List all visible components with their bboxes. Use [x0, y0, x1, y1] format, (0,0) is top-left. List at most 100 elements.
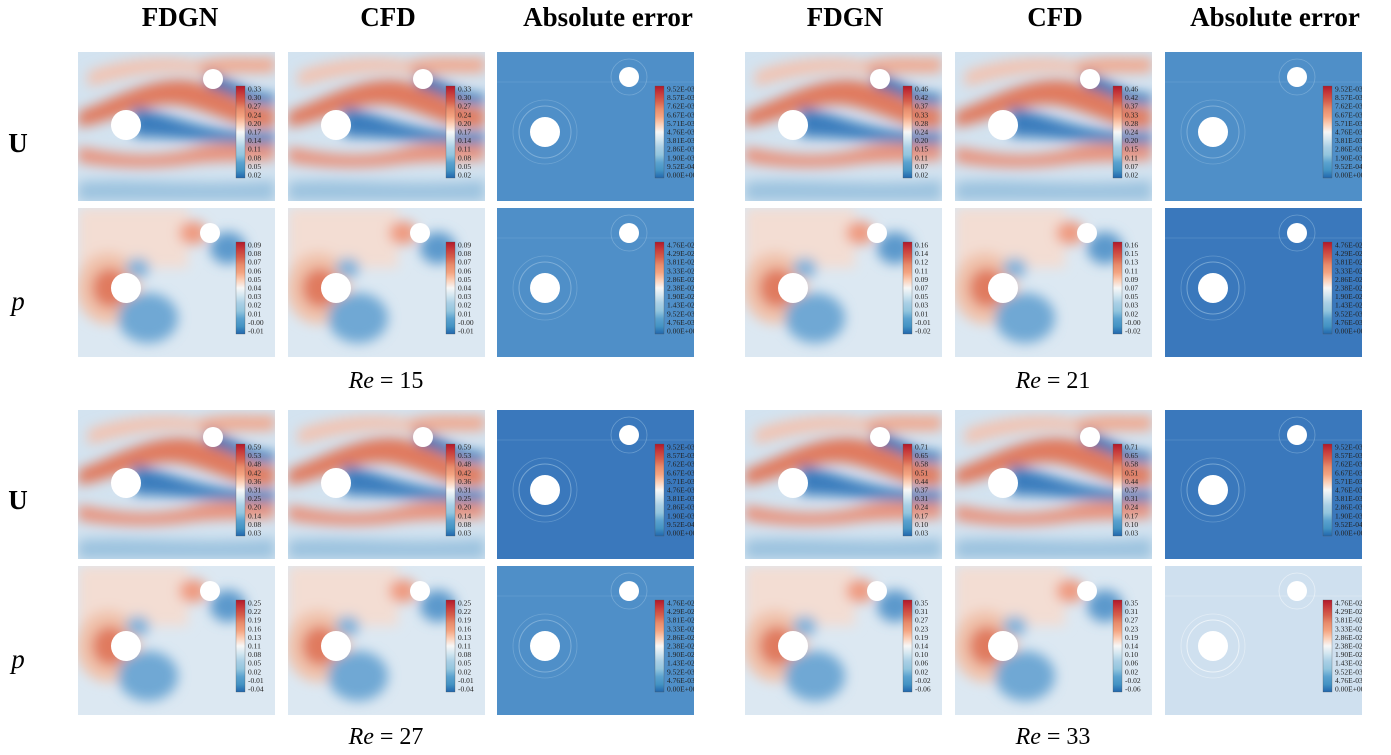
colorbar-tick-label: 0.19 — [1125, 633, 1138, 642]
colorbar-tick-label: 0.03 — [248, 292, 261, 301]
colorbar-re33-u-error: 9.52E-038.57E-037.62E-036.67E-035.71E-03… — [1322, 443, 1362, 538]
colorbar-tick-label: 0.10 — [1125, 650, 1138, 659]
colorbar-re21-u-cfd: 0.460.420.370.330.280.240.200.150.110.07… — [1112, 85, 1138, 180]
colorbar-tick-label: 0.20 — [458, 503, 471, 512]
column-header-error-left: Absolute error — [523, 2, 693, 32]
colorbar-tick-label: 0.31 — [1125, 607, 1138, 616]
colorbar-tick-label: 4.76E-03 — [667, 676, 694, 685]
colorbar-tick-label: 0.08 — [248, 520, 261, 529]
colorbar-tick-label: 0.07 — [458, 258, 471, 267]
colorbar-tick-label: 0.02 — [458, 171, 471, 180]
colorbar-tick-label: 0.08 — [248, 249, 261, 258]
colorbar-tick-label: 0.02 — [458, 301, 471, 310]
colorbar-tick-label: 1.90E-02 — [1335, 292, 1362, 301]
colorbar-re15-u-cfd: 0.330.300.270.240.200.170.140.110.080.05… — [445, 85, 471, 180]
colorbar-tick-label: 0.65 — [915, 451, 928, 460]
colorbar-tick-label: 0.08 — [458, 520, 471, 529]
colorbar-tick-label: 0.04 — [458, 284, 471, 293]
colorbar-tick-label: 0.25 — [248, 599, 261, 608]
colorbar-re21-u-fdgn: 0.460.420.370.330.280.240.200.150.110.07… — [902, 85, 928, 180]
colorbar-tick-label: 0.22 — [458, 607, 471, 616]
colorbar-tick-label: 0.14 — [248, 511, 261, 520]
colorbar-tick-label: 0.15 — [1125, 249, 1138, 258]
colorbar-tick-label: 0.03 — [248, 529, 261, 538]
colorbar-re33-p-error: 4.76E-024.29E-023.81E-023.33E-022.86E-02… — [1322, 599, 1362, 694]
colorbar-tick-label: 0.08 — [458, 249, 471, 258]
colorbar-tick-label: 3.81E-03 — [667, 136, 694, 145]
colorbar-tick-label: 0.42 — [915, 93, 928, 102]
colorbar-tick-label: 0.44 — [1125, 477, 1138, 486]
colorbar-tick-label: -0.06 — [915, 685, 931, 694]
re-label-21: Re = 21 — [1015, 368, 1091, 394]
colorbar-tick-label: 0.10 — [915, 520, 928, 529]
colorbar-tick-label: 0.05 — [248, 275, 261, 284]
colorbar-tick-label: 0.20 — [248, 119, 261, 128]
colorbar-tick-label: 4.76E-02 — [667, 241, 694, 250]
colorbar-re21-p-error: 4.76E-024.29E-023.81E-023.33E-022.86E-02… — [1322, 241, 1362, 336]
colorbar-tick-label: 0.25 — [248, 494, 261, 503]
colorbar-tick-label: 0.11 — [915, 266, 928, 275]
colorbar-tick-label: 0.05 — [458, 162, 471, 171]
contour-panel-re21-p-fdgn: 0.16 0.14 0.12 0.11 0.09 0.07 0.05 0.03 0.01 -0.0… — [745, 208, 942, 357]
colorbar-tick-label: 0.06 — [458, 266, 471, 275]
column-header-fdgn-right: FDGN — [806, 2, 884, 32]
contour-panel-re33-u-fdgn: 0.71 0.65 0.58 0.51 0.44 0.37 0.31 0.24 0.17 0.10… — [745, 410, 942, 559]
colorbar-tick-label: 0.13 — [248, 633, 261, 642]
colorbar-tick-label: 0.10 — [1125, 520, 1138, 529]
colorbar-tick-label: 0.08 — [458, 650, 471, 659]
colorbar-tick-label: 0.02 — [248, 301, 261, 310]
colorbar-tick-label: 0.05 — [458, 659, 471, 668]
colorbar-tick-label: 0.24 — [1125, 128, 1138, 137]
colorbar-tick-label: 1.90E-03 — [667, 511, 694, 520]
colorbar-tick-label: 5.71E-03 — [667, 119, 694, 128]
colorbar-tick-label: 0.33 — [458, 85, 471, 94]
colorbar-tick-label: 0.07 — [248, 258, 261, 267]
colorbar-tick-label: 0.27 — [1125, 616, 1138, 625]
colorbar-tick-label: 3.33E-02 — [1335, 266, 1362, 275]
colorbar-tick-label: 0.71 — [1125, 443, 1138, 452]
contour-panel-re33-u-cfd: 0.71 0.65 0.58 0.51 0.44 0.37 0.31 0.24 0.17 0.10… — [955, 410, 1152, 559]
colorbar-tick-label: -0.02 — [1125, 327, 1141, 336]
colorbar-tick-label: 0.31 — [248, 486, 261, 495]
colorbar-tick-label: 0.31 — [1125, 494, 1138, 503]
colorbar-tick-label: 0.06 — [915, 659, 928, 668]
row-label-u-top: U — [8, 128, 28, 158]
colorbar-tick-label: 2.86E-02 — [667, 633, 694, 642]
colorbar-tick-label: 2.86E-03 — [1335, 145, 1362, 154]
colorbar-tick-label: 0.09 — [1125, 275, 1138, 284]
colorbar-tick-label: -0.02 — [915, 676, 931, 685]
colorbar-tick-label: 2.38E-02 — [1335, 284, 1362, 293]
contour-panel-re33-p-error: 4.76E-02 4.29E-02 3.81E-02 3.33E-02 2.86E-02… — [1165, 566, 1362, 715]
colorbar-tick-label: 0.11 — [248, 642, 261, 651]
colorbar-tick-label: 0.14 — [458, 511, 471, 520]
colorbar-re15-p-fdgn: 0.090.080.070.060.050.040.030.020.01-0.0… — [235, 241, 264, 336]
colorbar-tick-label: 4.76E-03 — [667, 318, 694, 327]
colorbar-tick-label: 0.44 — [915, 477, 928, 486]
colorbar-tick-label: 4.76E-03 — [1335, 676, 1362, 685]
colorbar-tick-label: 7.62E-03 — [1335, 460, 1362, 469]
colorbar-tick-label: 0.24 — [915, 503, 928, 512]
colorbar-tick-label: 0.11 — [458, 145, 471, 154]
contour-panel-re21-p-cfd: 0.16 0.15 0.13 0.11 0.09 0.07 0.05 0.03 0.02 -0.0… — [955, 208, 1152, 357]
column-header-cfd-right: CFD — [1027, 2, 1083, 32]
contour-panel-re27-u-fdgn: 0.59 0.53 0.48 0.42 0.36 0.31 0.25 0.20 0.14 0.08… — [78, 410, 275, 559]
contour-panel-re15-p-cfd: 0.09 0.08 0.07 0.06 0.05 0.04 0.03 0.02 0.01 -0.0… — [288, 208, 485, 357]
colorbar-tick-label: 0.03 — [1125, 529, 1138, 538]
colorbar-tick-label: 6.67E-03 — [1335, 468, 1362, 477]
colorbar-tick-label: 7.62E-03 — [667, 102, 694, 111]
colorbar-re27-p-error: 4.76E-024.29E-023.81E-023.33E-022.86E-02… — [654, 599, 694, 694]
colorbar-tick-label: 0.14 — [458, 136, 471, 145]
colorbar-tick-label: -0.00 — [458, 318, 474, 327]
contour-panel-re15-u-fdgn: 0.33 0.30 0.27 0.24 0.20 0.17 0.14 0.11 0.08 0.05… — [78, 52, 275, 201]
colorbar-tick-label: 5.71E-03 — [1335, 119, 1362, 128]
colorbar-tick-label: 0.03 — [915, 301, 928, 310]
row-label-p-top: p — [11, 286, 25, 316]
colorbar-tick-label: 0.02 — [458, 667, 471, 676]
colorbar-tick-label: 0.00E+00 — [667, 327, 694, 336]
colorbar-tick-label: 9.52E-04 — [1335, 520, 1362, 529]
colorbar-tick-label: -0.00 — [1125, 318, 1141, 327]
colorbar-re21-p-cfd: 0.160.150.130.110.090.070.050.030.02-0.0… — [1112, 241, 1141, 336]
colorbar-tick-label: 0.02 — [915, 171, 928, 180]
colorbar-tick-label: 0.17 — [1125, 511, 1138, 520]
colorbar-tick-label: 3.81E-03 — [1335, 136, 1362, 145]
